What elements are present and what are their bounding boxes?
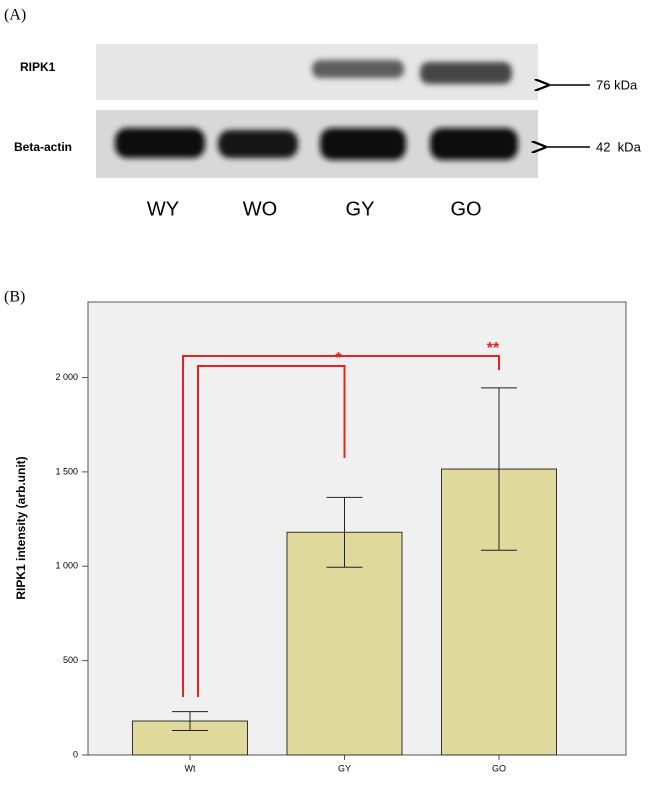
x-tick-label: GO: [492, 763, 506, 773]
y-tick-label: 0: [73, 749, 78, 759]
lane-label: WO: [243, 198, 277, 220]
row-label: Beta-actin: [14, 140, 72, 154]
x-tick-label: Wt: [185, 763, 196, 773]
y-tick-label: 1 500: [55, 466, 78, 476]
lane-label: WY: [147, 198, 179, 220]
lane-label: GY: [346, 198, 375, 220]
significance-label: **: [487, 340, 500, 357]
significance-label: *: [335, 350, 342, 367]
y-axis-label: RIPK1 intensity (arb.unit): [14, 456, 28, 599]
x-tick-label: GY: [338, 763, 351, 773]
size-label: 42 kDa: [596, 139, 642, 154]
y-tick-label: 500: [63, 655, 78, 665]
bar: [286, 531, 403, 756]
panel-label: (A): [4, 7, 26, 24]
significance-bracket: [197, 365, 346, 697]
bands: [115, 60, 518, 160]
row-label: RIPK1: [20, 60, 56, 74]
y-tick-label: 1 000: [55, 561, 78, 571]
size-label: 76 kDa: [596, 77, 638, 92]
panel-label: (B): [4, 289, 25, 306]
y-tick-label: 2 000: [55, 372, 78, 382]
lane-label: GO: [450, 198, 481, 220]
significance-bracket: [182, 355, 500, 697]
